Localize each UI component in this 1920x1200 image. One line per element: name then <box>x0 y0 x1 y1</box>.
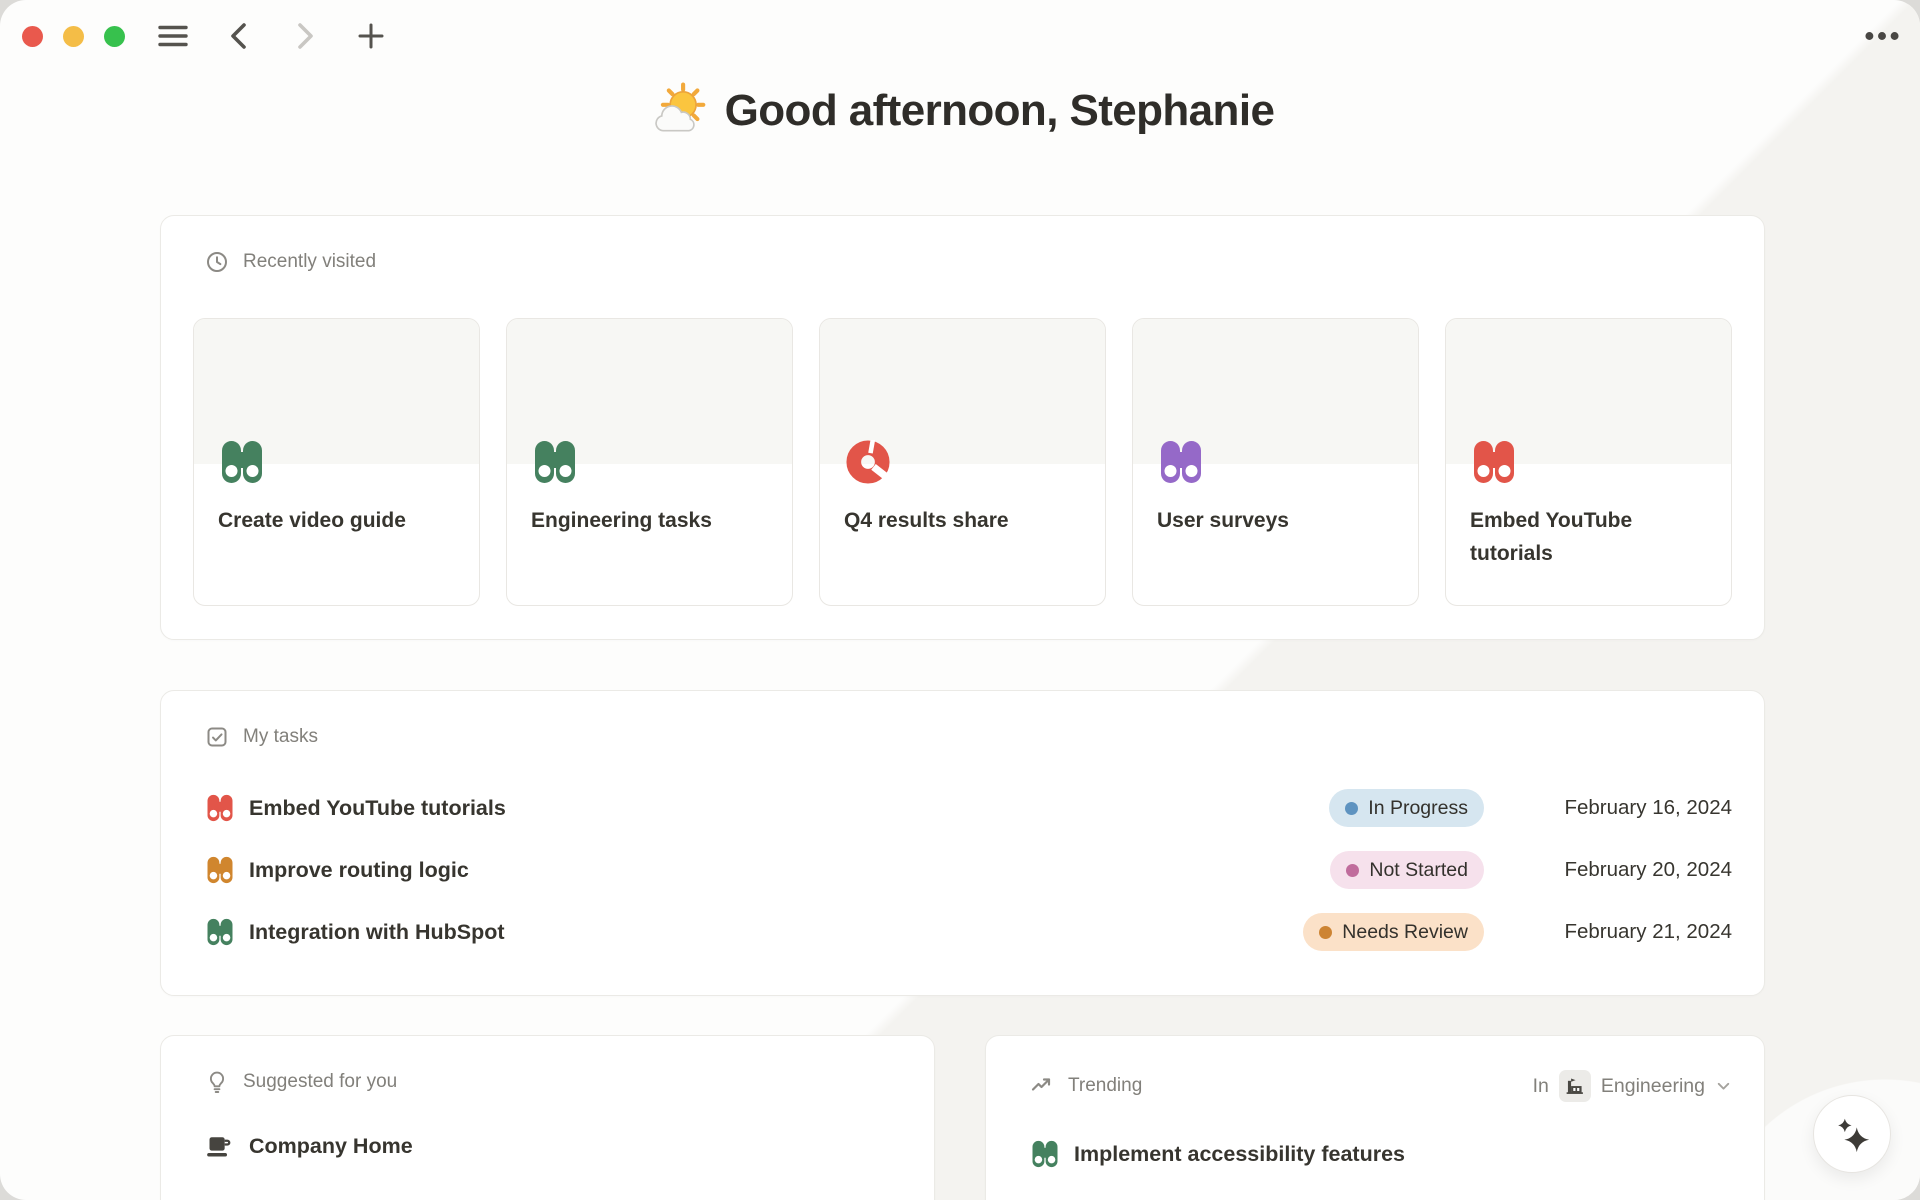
hamburger-menu-icon[interactable] <box>155 18 191 54</box>
task-due-date: February 16, 2024 <box>1564 796 1732 819</box>
greeting: Good afternoon, Stephanie <box>160 76 1765 146</box>
close-button[interactable] <box>22 26 43 47</box>
task-title: Embed YouTube tutorials <box>249 795 506 820</box>
binoculars-icon <box>531 440 579 484</box>
my-tasks-section: My tasks Embed YouTube tutorials In Prog… <box>160 690 1765 996</box>
recently-visited-card[interactable]: Engineering tasks <box>506 318 793 606</box>
titlebar <box>0 0 1920 72</box>
sparkles-icon <box>1831 1113 1873 1155</box>
plus-icon[interactable] <box>353 18 389 54</box>
zoom-button[interactable] <box>104 26 125 47</box>
forward-icon[interactable] <box>287 18 323 54</box>
lightbulb-icon <box>205 1070 229 1094</box>
recently-visited-card[interactable]: Create video guide <box>193 318 480 606</box>
trending-up-icon <box>1030 1074 1054 1098</box>
task-row[interactable]: Improve routing logic Not Started Februa… <box>205 839 1732 901</box>
card-title: Q4 results share <box>844 509 1009 532</box>
card-cover <box>1446 319 1731 464</box>
suggested-section: Suggested for you Company Home <box>160 1035 935 1200</box>
page-link-title: Implement accessibility features <box>1074 1141 1406 1166</box>
card-title: User surveys <box>1157 509 1289 532</box>
sun-behind-cloud-icon <box>651 82 709 140</box>
binoculars-icon <box>218 440 266 484</box>
status-dot-icon <box>1345 801 1359 815</box>
section-title: Recently visited <box>243 251 377 272</box>
status-badge[interactable]: Not Started <box>1330 851 1484 889</box>
trending-team-dropdown[interactable]: In Engineering <box>1533 1070 1732 1102</box>
task-title: Integration with HubSpot <box>249 919 505 944</box>
status-label: Needs Review <box>1342 920 1468 943</box>
card-title: Embed YouTube tutorials <box>1470 509 1633 565</box>
recently-visited-card[interactable]: User surveys <box>1132 318 1419 606</box>
window-controls <box>22 26 125 47</box>
status-dot-icon <box>1319 925 1333 939</box>
card-cover <box>507 319 792 464</box>
page-link-row[interactable]: Implement accessibility features <box>1030 1140 1732 1168</box>
recently-visited-card[interactable]: Embed YouTube tutorials <box>1445 318 1732 606</box>
task-title: Improve routing logic <box>249 857 469 882</box>
factory-icon <box>1558 1070 1591 1102</box>
section-title: My tasks <box>243 726 318 747</box>
filter-prefix: In <box>1532 1074 1549 1097</box>
coffee-mug-icon <box>205 1132 235 1160</box>
card-cover <box>1133 319 1418 464</box>
chevron-down-icon <box>1715 1078 1732 1095</box>
filter-team: Engineering <box>1600 1074 1705 1097</box>
binoculars-icon <box>205 856 235 884</box>
task-row[interactable]: Integration with HubSpot Needs Review Fe… <box>205 901 1732 963</box>
trending-section: Trending In Engineering Implement access… <box>985 1035 1765 1200</box>
section-title: Suggested for you <box>243 1071 398 1092</box>
recently-visited-card[interactable]: Q4 results share <box>819 318 1106 606</box>
card-title: Create video guide <box>218 509 406 532</box>
status-badge[interactable]: Needs Review <box>1303 913 1484 951</box>
section-title: Trending <box>1068 1075 1143 1096</box>
card-cover <box>194 319 479 464</box>
card-title: Engineering tasks <box>531 509 712 532</box>
task-row[interactable]: Embed YouTube tutorials In Progress Febr… <box>205 777 1732 839</box>
ai-assistant-button[interactable] <box>1813 1095 1891 1173</box>
binoculars-icon <box>205 918 235 946</box>
ellipsis-icon[interactable] <box>1864 18 1900 54</box>
back-icon[interactable] <box>221 18 257 54</box>
binoculars-icon <box>1030 1140 1060 1168</box>
status-label: In Progress <box>1368 796 1468 819</box>
binoculars-icon <box>205 794 235 822</box>
task-due-date: February 21, 2024 <box>1564 920 1732 943</box>
checkbox-icon <box>205 725 229 749</box>
card-cover <box>820 319 1105 464</box>
status-badge[interactable]: In Progress <box>1329 789 1484 827</box>
page-link-title: Company Home <box>249 1133 413 1158</box>
minimize-button[interactable] <box>63 26 84 47</box>
binoculars-icon <box>1157 440 1205 484</box>
clock-icon <box>205 250 229 274</box>
recently-visited-section: Recently visited Create video guide Engi… <box>160 215 1765 640</box>
page-link-row[interactable]: Company Home <box>205 1132 902 1160</box>
binoculars-icon <box>1470 440 1518 484</box>
donut-chart-icon <box>844 440 892 484</box>
status-dot-icon <box>1346 863 1360 877</box>
task-due-date: February 20, 2024 <box>1564 858 1732 881</box>
status-label: Not Started <box>1369 858 1468 881</box>
greeting-text: Good afternoon, Stephanie <box>724 86 1275 135</box>
